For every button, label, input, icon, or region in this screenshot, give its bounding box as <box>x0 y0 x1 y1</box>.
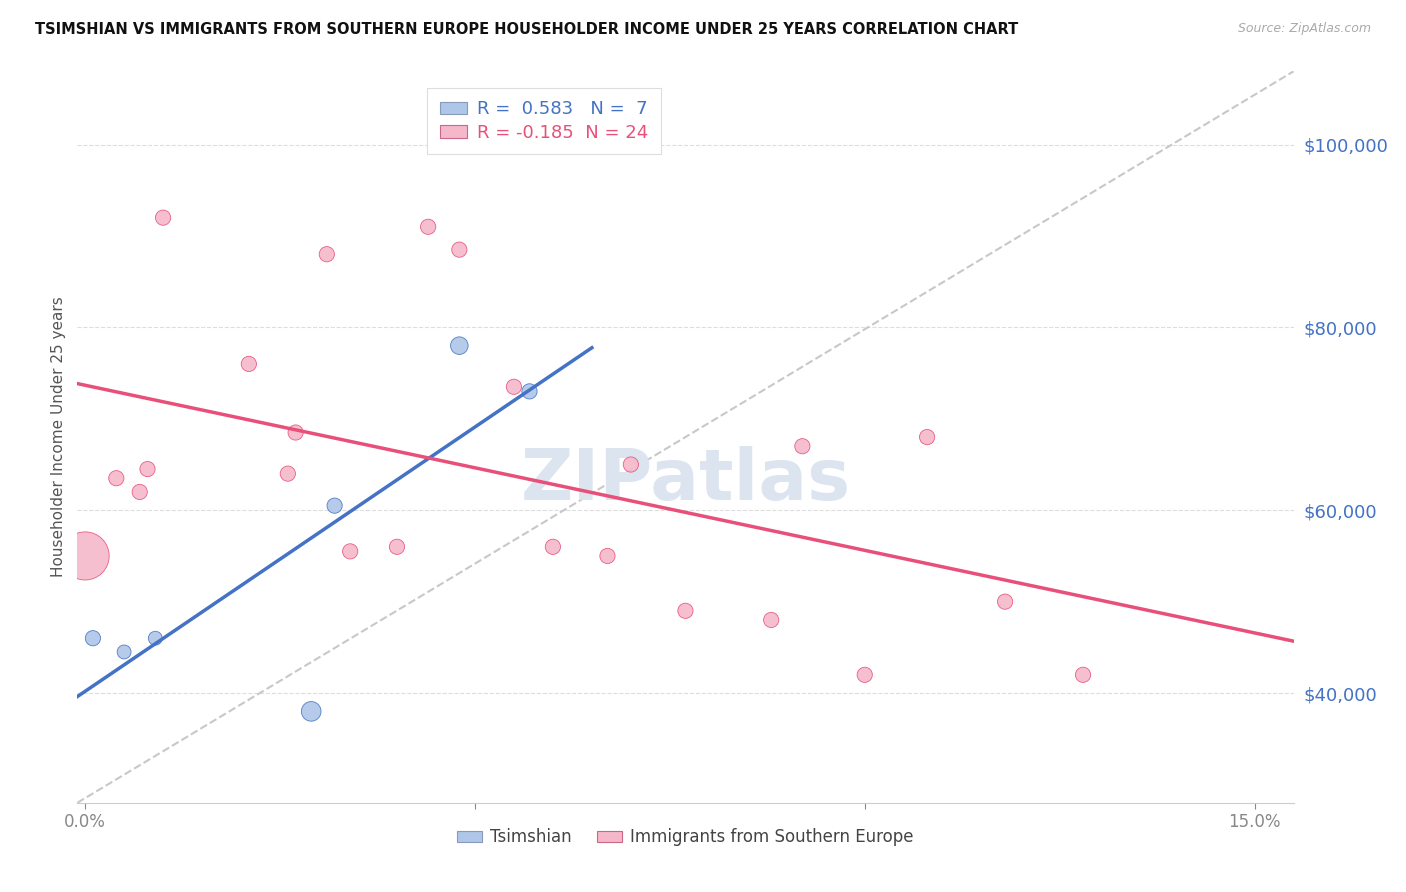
Point <box>143 631 166 645</box>
Point <box>277 467 299 481</box>
Text: ZIPatlas: ZIPatlas <box>520 447 851 516</box>
Point <box>675 604 697 618</box>
Legend: Tsimshian, Immigrants from Southern Europe: Tsimshian, Immigrants from Southern Euro… <box>450 822 921 853</box>
Point <box>759 613 782 627</box>
Point <box>1071 667 1094 681</box>
Point <box>323 499 346 513</box>
Point <box>136 462 159 476</box>
Point <box>449 243 471 257</box>
Point <box>128 484 150 499</box>
Y-axis label: Householder Income Under 25 years: Householder Income Under 25 years <box>51 297 66 577</box>
Point <box>152 211 174 225</box>
Point <box>503 380 526 394</box>
Point <box>519 384 541 399</box>
Text: TSIMSHIAN VS IMMIGRANTS FROM SOUTHERN EUROPE HOUSEHOLDER INCOME UNDER 25 YEARS C: TSIMSHIAN VS IMMIGRANTS FROM SOUTHERN EU… <box>35 22 1018 37</box>
Point <box>315 247 337 261</box>
Point <box>112 645 135 659</box>
Point <box>418 219 440 234</box>
Point <box>299 704 322 718</box>
Point <box>339 544 361 558</box>
Point <box>994 594 1017 608</box>
Point <box>238 357 260 371</box>
Point <box>284 425 307 440</box>
Point <box>82 631 104 645</box>
Point <box>596 549 619 563</box>
Point <box>792 439 814 453</box>
Point <box>853 667 876 681</box>
Point <box>541 540 564 554</box>
Point <box>75 549 97 563</box>
Point <box>620 458 643 472</box>
Point <box>385 540 408 554</box>
Point <box>105 471 128 485</box>
Text: Source: ZipAtlas.com: Source: ZipAtlas.com <box>1237 22 1371 36</box>
Point <box>449 338 471 352</box>
Point <box>915 430 938 444</box>
